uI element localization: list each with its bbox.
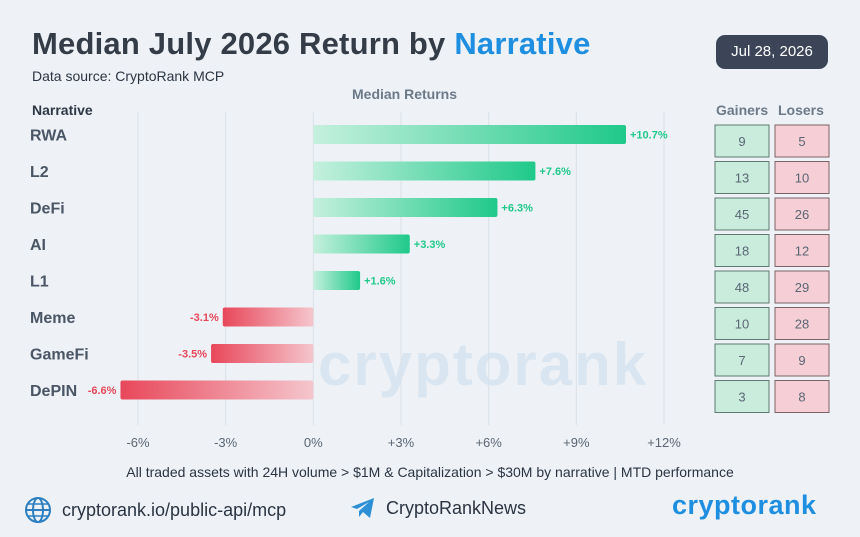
gainers-cell	[714, 343, 770, 377]
date-badge: Jul 28, 2026	[716, 35, 828, 69]
footer-telegram-text: CryptoRankNews	[386, 497, 527, 518]
data-label: +6.3%	[501, 203, 533, 215]
gainers-value: 13	[735, 171, 749, 186]
title-main: Median July 2026 Return by	[32, 26, 455, 61]
x-tick-label: -6%	[126, 435, 150, 450]
losers-value: 5	[798, 134, 805, 149]
bar	[313, 271, 361, 290]
page-title: Median July 2026 Return by Narrative	[32, 26, 591, 62]
data-label: +10.7%	[630, 130, 668, 142]
data-label: -6.6%	[88, 385, 117, 397]
returns-chart: RWA +10.7% L2 +7.6% DeFi +6.3% AI +3.3% L1 +1.6% M…	[30, 112, 830, 450]
bar	[222, 307, 314, 327]
category-label: DeFi	[30, 201, 65, 218]
gainers-column-header: Gainers	[716, 102, 769, 118]
x-tick-label: +6%	[475, 435, 502, 450]
gainers-cell	[714, 161, 770, 194]
gainers-value: 3	[738, 390, 745, 405]
losers-cell	[774, 270, 830, 304]
losers-cell	[774, 234, 830, 267]
x-tick-label: +12%	[647, 435, 681, 450]
losers-column-header: Losers	[778, 102, 824, 118]
gainers-value: 10	[735, 317, 749, 332]
data-label: +1.6%	[364, 276, 396, 288]
title-highlight: Narrative	[454, 26, 591, 61]
median-returns-header: Median Returns	[352, 86, 458, 102]
category-label: L1	[30, 274, 49, 291]
gainers-value: 18	[735, 244, 749, 259]
losers-cell	[774, 161, 830, 194]
gainers-cell	[714, 380, 770, 413]
cryptorank-logo: cryptorank	[672, 490, 817, 520]
losers-value: 28	[795, 317, 809, 332]
gainers-value: 7	[738, 353, 745, 368]
gainers-cell	[714, 197, 770, 231]
footer-telegram-link[interactable]: CryptoRankNews	[350, 496, 526, 520]
category-label: AI	[30, 237, 46, 254]
x-tick-label: +3%	[388, 435, 415, 450]
gainers-value: 48	[735, 280, 749, 295]
gainers-cell	[714, 124, 770, 158]
data-label: +7.6%	[539, 166, 571, 178]
category-label: DePIN	[30, 383, 77, 400]
losers-value: 10	[795, 171, 809, 186]
x-tick-label: +9%	[563, 435, 590, 450]
losers-cell	[774, 343, 830, 377]
data-label: -3.1%	[190, 312, 219, 324]
bar	[313, 198, 498, 217]
losers-value: 8	[798, 390, 805, 405]
losers-value: 26	[795, 207, 809, 222]
footer-url-link[interactable]: cryptorank.io/public-api/mcp	[24, 496, 286, 524]
losers-value: 9	[798, 353, 805, 368]
losers-value: 12	[795, 244, 809, 259]
gainers-value: 45	[735, 207, 749, 222]
losers-cell	[774, 380, 830, 413]
category-label: L2	[30, 164, 49, 181]
data-label: +3.3%	[414, 239, 446, 251]
telegram-icon	[351, 498, 374, 518]
bar	[120, 380, 314, 400]
gainers-cell	[714, 307, 770, 340]
losers-value: 29	[795, 280, 809, 295]
category-label: Meme	[30, 310, 75, 327]
bar	[313, 234, 410, 254]
x-tick-label: -3%	[214, 435, 238, 450]
losers-cell	[774, 307, 830, 340]
gainers-cell	[714, 270, 770, 304]
bar	[211, 344, 314, 363]
losers-cell	[774, 124, 830, 158]
data-label: -3.5%	[178, 349, 207, 361]
x-tick-label: 0%	[304, 435, 323, 450]
gainers-cell	[714, 234, 770, 267]
globe-icon	[25, 497, 51, 523]
bar	[313, 125, 627, 144]
losers-cell	[774, 197, 830, 231]
narrative-column-header: Narrative	[32, 102, 93, 118]
bar	[313, 161, 536, 181]
gainers-value: 9	[738, 134, 745, 149]
category-label: RWA	[30, 128, 67, 145]
footnote: All traded assets with 24H volume > $1M …	[126, 464, 734, 480]
category-label: GameFi	[30, 347, 89, 364]
data-source: Data source: CryptoRank MCP	[32, 68, 225, 84]
footer-url-text: cryptorank.io/public-api/mcp	[62, 499, 287, 520]
